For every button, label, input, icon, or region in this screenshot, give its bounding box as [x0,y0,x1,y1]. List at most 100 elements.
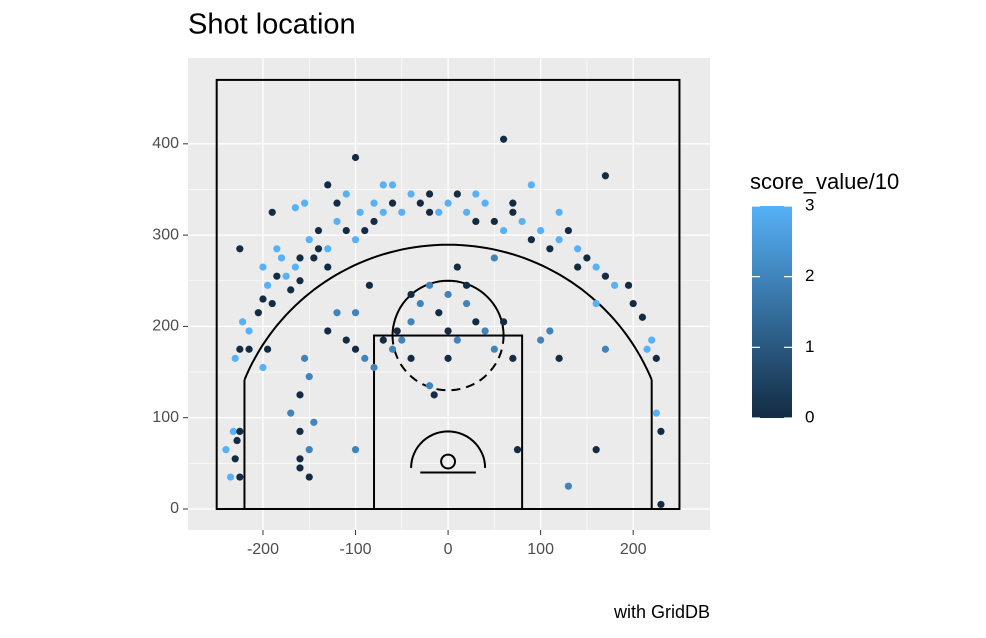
shot-point [333,217,341,226]
shot-point [365,281,374,289]
x-tick-label: -100 [340,541,372,558]
shot-point [435,208,443,216]
shot-point [245,345,253,353]
shot-point [444,199,452,207]
colorbar [752,206,792,418]
shot-point [333,309,341,317]
shot-point [425,281,434,289]
shot-point [444,290,452,299]
shot-point [527,236,535,244]
shot-point [638,313,647,321]
shot-point [500,226,508,235]
shot-point [500,135,508,143]
shot-point [555,208,563,216]
shot-point [236,345,244,353]
shot-point [254,309,262,317]
x-tick-label: 100 [527,541,554,558]
shot-point [379,336,387,344]
x-tick-label: -200 [247,541,279,558]
shot-point [296,277,304,285]
shot-point [407,290,415,299]
shot-point [430,391,438,399]
legend-title: score_value/10 [750,169,899,194]
shot-point [472,217,480,226]
shot-point [342,226,350,235]
shot-point [361,354,369,362]
shot-point [236,427,244,436]
shot-point [351,153,360,162]
shot-point [379,208,387,216]
shot-point [629,299,637,308]
shot-point [291,263,299,271]
shot-point [583,254,591,262]
shot-point [490,345,498,353]
shot-point [259,263,267,271]
shot-point [324,263,332,271]
shot-point [314,226,323,235]
shot-point [555,354,563,362]
shot-point [472,190,480,198]
shot-point [268,299,276,308]
shot-point [305,236,313,244]
shot-point [282,272,290,280]
shot-point [314,245,323,253]
shot-point [537,336,545,344]
shot-point [222,446,230,454]
shot-point [425,382,434,390]
shot-point [245,327,253,335]
shot-point [509,208,517,216]
shot-point [592,446,600,454]
three-point-arc [243,243,653,381]
shot-point [657,427,665,436]
shot-point [273,272,281,280]
shot-point [574,263,582,271]
shot-point [407,354,415,362]
shot-point [435,309,443,317]
shot-point [361,226,369,235]
shot-point [263,345,272,353]
shot-point [305,473,313,481]
shot-point [324,327,332,335]
shot-point [305,446,313,454]
shot-point [601,172,610,180]
shot-point [287,286,295,294]
shot-point [407,318,415,326]
shot-point [453,263,461,271]
shot-point [305,373,313,381]
x-tick-label: 200 [620,541,647,558]
shot-point [657,500,665,509]
shot-point [462,281,471,289]
shot-point [296,427,304,436]
shot-point [481,199,489,207]
chart-title: Shot location [188,9,356,41]
shot-point [351,446,360,454]
shot-point [310,418,318,426]
shot-point [527,181,535,189]
shot-point [624,281,633,289]
shot-point [537,226,545,235]
shot-point [388,199,397,207]
shot-point [490,254,498,262]
shot-point [444,354,452,362]
shot-point [564,226,572,235]
shot-point [259,295,267,303]
shot-point [592,263,600,271]
shot-point [393,327,401,335]
shot-point [370,217,378,226]
shot-point [379,181,387,189]
shot-point [287,409,295,417]
shot-point [513,446,522,454]
shot-point [425,208,434,216]
shot-point [324,245,332,253]
shot-point [546,327,554,335]
y-tick-label: 100 [152,409,179,426]
shot-point [462,208,471,216]
y-tick-label: 300 [152,226,179,243]
shot-point [301,199,309,207]
shot-point [296,391,304,399]
shot-point [648,336,656,344]
shot-point [472,318,480,326]
hoop [440,453,457,470]
colorbar-label: 0 [805,407,814,426]
